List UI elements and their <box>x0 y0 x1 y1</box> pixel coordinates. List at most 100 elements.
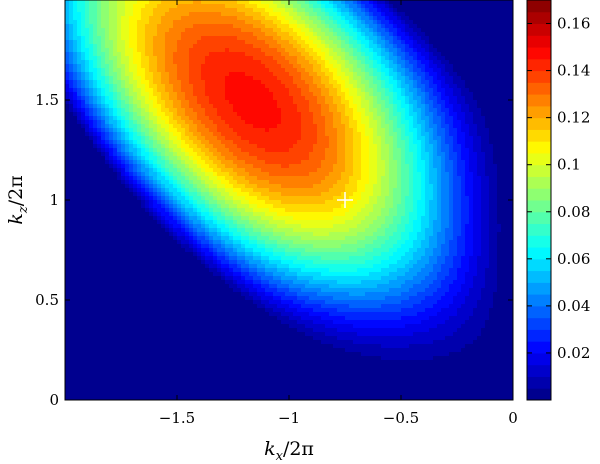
heat-cell <box>65 56 70 61</box>
heat-cell <box>465 12 470 17</box>
heat-cell <box>425 20 430 25</box>
heat-cell <box>465 140 470 145</box>
heat-cell <box>317 40 322 45</box>
heat-cell <box>469 172 474 177</box>
heat-cell <box>189 80 194 85</box>
heat-cell <box>389 80 394 85</box>
heat-cell <box>281 136 286 141</box>
heat-cell <box>293 68 298 73</box>
heat-cell <box>273 32 278 37</box>
heat-cell <box>245 76 250 81</box>
heat-cell <box>65 80 70 85</box>
heat-cell <box>385 120 390 125</box>
heat-cell <box>445 56 450 61</box>
heat-cell <box>189 44 194 49</box>
heat-cell <box>237 136 242 141</box>
heat-cell <box>505 72 510 77</box>
heat-cell <box>317 144 322 149</box>
heat-cell <box>433 92 438 97</box>
heat-cell <box>141 40 146 45</box>
heat-cell <box>353 12 358 17</box>
heat-cell <box>509 160 513 165</box>
heat-cell <box>469 136 474 141</box>
heat-cell <box>221 164 226 169</box>
heat-cell <box>233 116 238 121</box>
heat-cell <box>397 132 402 137</box>
heat-cell <box>181 172 186 177</box>
heat-cell <box>301 4 306 9</box>
heat-cell <box>201 44 206 49</box>
heat-cell <box>393 4 398 9</box>
heat-cell <box>197 124 202 129</box>
heat-cell <box>313 72 318 77</box>
heat-cell <box>193 156 198 161</box>
heat-cell <box>305 52 310 57</box>
heat-cell <box>333 96 338 101</box>
heat-cell <box>89 116 94 121</box>
heat-cell <box>341 56 346 61</box>
heat-cell <box>441 56 446 61</box>
heat-cell <box>261 64 266 69</box>
heat-cell <box>109 144 114 149</box>
heat-cell <box>117 52 122 57</box>
heat-cell <box>481 0 486 5</box>
heat-cell <box>465 112 470 117</box>
heat-cell <box>237 32 242 37</box>
heat-cell <box>361 68 366 73</box>
heat-cell <box>397 72 402 77</box>
heat-cell <box>381 56 386 61</box>
heat-cell <box>161 92 166 97</box>
heat-cell <box>153 124 158 129</box>
heat-cell <box>369 64 374 69</box>
heat-cell <box>137 56 142 61</box>
heat-cell <box>485 24 490 29</box>
heat-cell <box>209 4 214 9</box>
heat-cell <box>409 116 414 121</box>
heat-cell <box>129 28 134 33</box>
heat-cell <box>117 68 122 73</box>
heat-cell <box>449 92 454 97</box>
heat-cell <box>93 176 98 181</box>
heat-cell <box>377 128 382 133</box>
heat-cell <box>241 176 246 181</box>
heat-cell <box>421 108 426 113</box>
heat-cell <box>253 28 258 33</box>
heat-cell <box>253 8 258 13</box>
heat-cell <box>453 124 458 129</box>
heat-cell <box>313 108 318 113</box>
heat-cell <box>137 128 142 133</box>
heat-cell <box>317 64 322 69</box>
heat-cell <box>445 144 450 149</box>
heat-cell <box>149 120 154 125</box>
heat-cell <box>509 52 513 57</box>
heat-cell <box>177 132 182 137</box>
heat-cell <box>377 72 382 77</box>
heat-cell <box>285 56 290 61</box>
heat-cell <box>77 172 82 177</box>
heat-cell <box>349 4 354 9</box>
heat-cell <box>417 40 422 45</box>
heat-cell <box>81 116 86 121</box>
heat-cell <box>501 68 506 73</box>
heat-cell <box>313 4 318 9</box>
heat-cell <box>205 48 210 53</box>
heat-cell <box>297 52 302 57</box>
heat-cell <box>425 0 430 5</box>
heat-cell <box>253 56 258 61</box>
heat-cell <box>341 24 346 29</box>
heat-cell <box>225 100 230 105</box>
heat-cell <box>225 172 230 177</box>
heat-cell <box>89 144 94 149</box>
heat-cell <box>193 160 198 165</box>
heat-cell <box>201 76 206 81</box>
heat-cell <box>193 108 198 113</box>
heat-cell <box>109 48 114 53</box>
heat-cell <box>277 124 282 129</box>
heat-cell <box>437 20 442 25</box>
heat-cell <box>129 152 134 157</box>
heat-cell <box>141 0 146 5</box>
heat-cell <box>105 136 110 141</box>
heat-cell <box>349 96 354 101</box>
heat-cell <box>409 108 414 113</box>
heat-cell <box>401 64 406 69</box>
